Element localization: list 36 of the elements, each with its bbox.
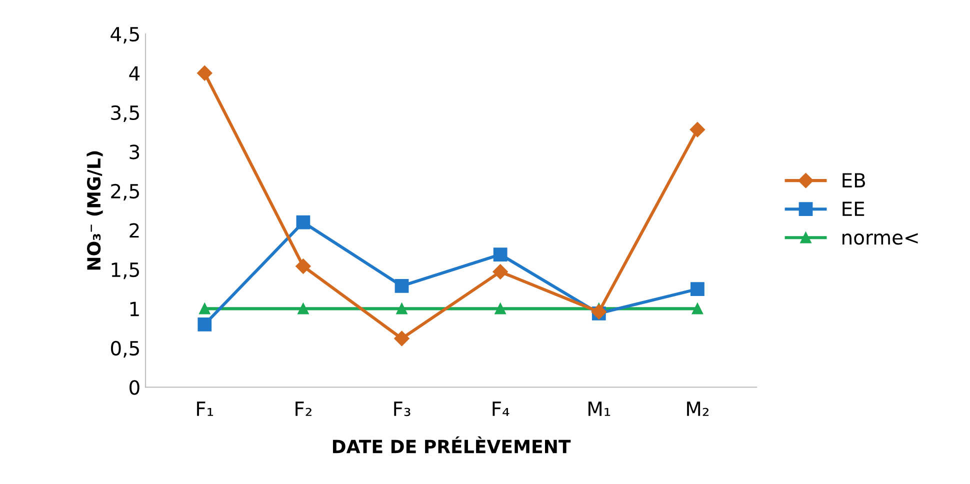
x-tick-label: F₂ — [296, 402, 312, 416]
y-tick-label: 0 — [130, 380, 140, 395]
x-tick-label: M₂ — [687, 402, 709, 416]
x-tick-label: F₃ — [394, 402, 410, 416]
point — [296, 258, 311, 274]
y-tick-label: 4,5 — [110, 27, 139, 44]
y-tick-label: 4 — [129, 66, 140, 81]
point — [394, 330, 410, 346]
point — [690, 122, 706, 138]
point — [692, 303, 704, 314]
point — [296, 215, 310, 230]
legend-label: EE — [842, 202, 864, 216]
point — [396, 303, 408, 314]
y-tick-label: 0,5 — [111, 340, 139, 358]
point — [199, 303, 210, 314]
point — [690, 282, 704, 296]
x-axis-title: DATE DE PRÉLÈVEMENT — [332, 436, 571, 454]
y-tick-label: 3 — [130, 144, 140, 160]
y-tick-label: 1 — [130, 302, 139, 316]
x-tick-label: F₁ — [197, 402, 214, 416]
x-tick-label: F₄ — [492, 402, 510, 416]
point — [298, 303, 309, 314]
point — [493, 248, 508, 262]
y-tick-label: 2,5 — [111, 184, 139, 201]
point — [492, 264, 508, 280]
point — [197, 66, 212, 81]
y-tick-label: 3,5 — [111, 105, 139, 122]
legend-label: EB — [842, 173, 866, 188]
point — [198, 317, 212, 332]
legend-label: norme< — [842, 233, 918, 245]
y-tick-label: 2 — [130, 223, 139, 238]
y-tick-label: 1,5 — [112, 262, 139, 280]
y-axis-title: NO₃⁻ (MG/L) — [86, 151, 103, 270]
x-tick-label: M₁ — [588, 402, 610, 416]
point — [494, 303, 506, 314]
point — [394, 278, 409, 293]
